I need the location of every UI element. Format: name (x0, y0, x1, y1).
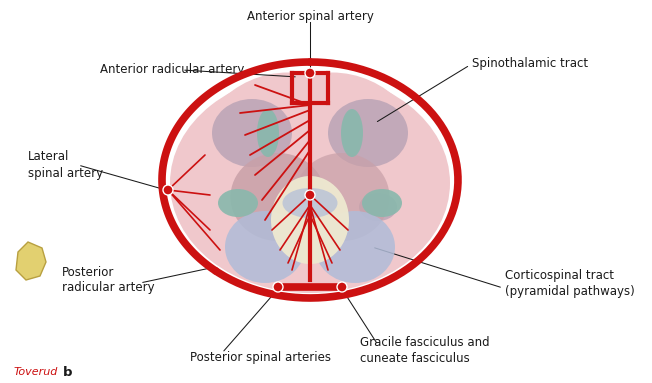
Text: Posterior spinal arteries: Posterior spinal arteries (190, 352, 331, 365)
Polygon shape (16, 242, 46, 280)
Ellipse shape (225, 211, 305, 283)
Circle shape (337, 282, 347, 292)
Ellipse shape (212, 99, 292, 167)
Text: Posterior
radicular artery: Posterior radicular artery (62, 265, 155, 295)
Ellipse shape (188, 72, 388, 288)
Text: Anterior radicular artery: Anterior radicular artery (100, 64, 244, 77)
Text: b: b (63, 365, 72, 378)
Circle shape (273, 282, 283, 292)
Text: Spinothalamic tract: Spinothalamic tract (472, 57, 588, 69)
Ellipse shape (341, 109, 363, 157)
Ellipse shape (257, 109, 279, 157)
Ellipse shape (295, 153, 389, 241)
Ellipse shape (170, 73, 450, 293)
Ellipse shape (231, 153, 325, 241)
Circle shape (305, 190, 315, 200)
Text: Lateral
spinal artery: Lateral spinal artery (28, 151, 103, 180)
Text: Corticospinal tract
(pyramidal pathways): Corticospinal tract (pyramidal pathways) (505, 268, 635, 298)
Ellipse shape (232, 72, 432, 288)
Ellipse shape (328, 99, 408, 167)
Text: Gracile fasciculus and
cuneate fasciculus: Gracile fasciculus and cuneate fasciculu… (360, 336, 490, 365)
Ellipse shape (271, 176, 349, 264)
Text: Toverud: Toverud (14, 367, 59, 377)
Ellipse shape (218, 189, 258, 217)
Ellipse shape (359, 193, 397, 221)
Ellipse shape (282, 188, 338, 218)
Text: Anterior spinal artery: Anterior spinal artery (246, 10, 374, 23)
Circle shape (305, 68, 315, 78)
Ellipse shape (362, 189, 402, 217)
Circle shape (163, 185, 173, 195)
Ellipse shape (315, 211, 395, 283)
